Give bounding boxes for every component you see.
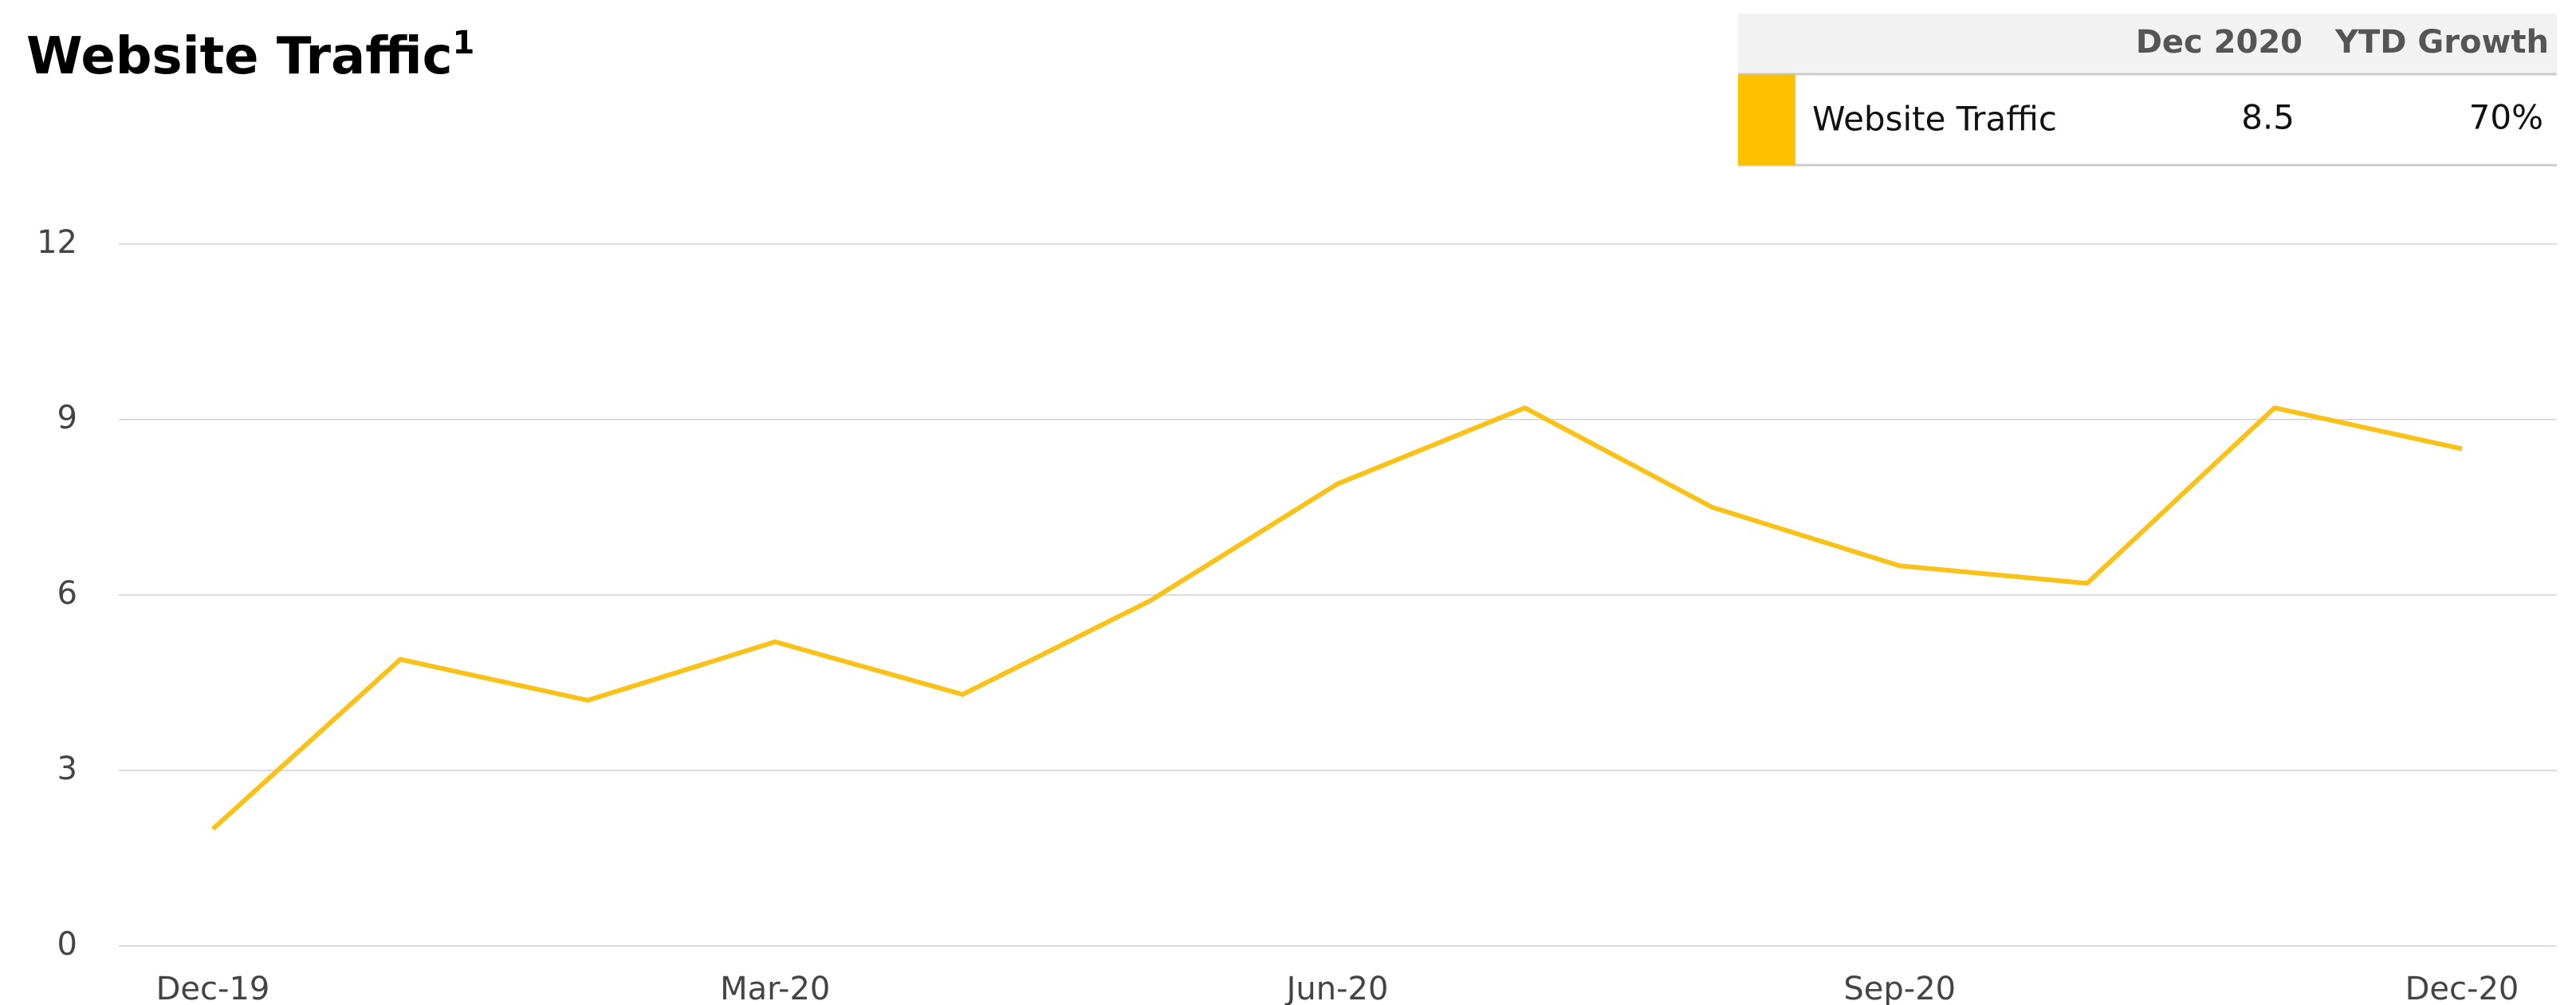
title-superscript: 1 (453, 25, 475, 61)
y-tick-label: 12 (37, 224, 77, 261)
y-tick-label: 3 (57, 751, 77, 787)
table-value: 8.5 (2241, 98, 2295, 137)
x-tick-label: Jun-20 (1284, 971, 1389, 1005)
chart-title: Website Traffic1 (26, 25, 474, 86)
y-tick-label: 0 (57, 926, 77, 963)
title-text: Website Traffic (26, 27, 453, 86)
table-header-bg (1738, 14, 2557, 74)
x-tick-label: Dec-20 (2405, 971, 2519, 1005)
x-tick-label: Mar-20 (720, 971, 830, 1005)
table-header: YTD Growth (2334, 24, 2549, 61)
table-header: Dec 2020 (2136, 24, 2303, 61)
table-growth: 70% (2469, 98, 2543, 137)
y-tick-label: 6 (57, 575, 77, 612)
legend-label: Website Traffic (1812, 100, 2057, 139)
line-series (210, 405, 2463, 831)
x-tick-label: Sep-20 (1843, 971, 1956, 1005)
legend-swatch (1738, 74, 1795, 165)
y-tick-label: 9 (57, 400, 77, 436)
x-tick-label: Dec-19 (156, 971, 270, 1005)
